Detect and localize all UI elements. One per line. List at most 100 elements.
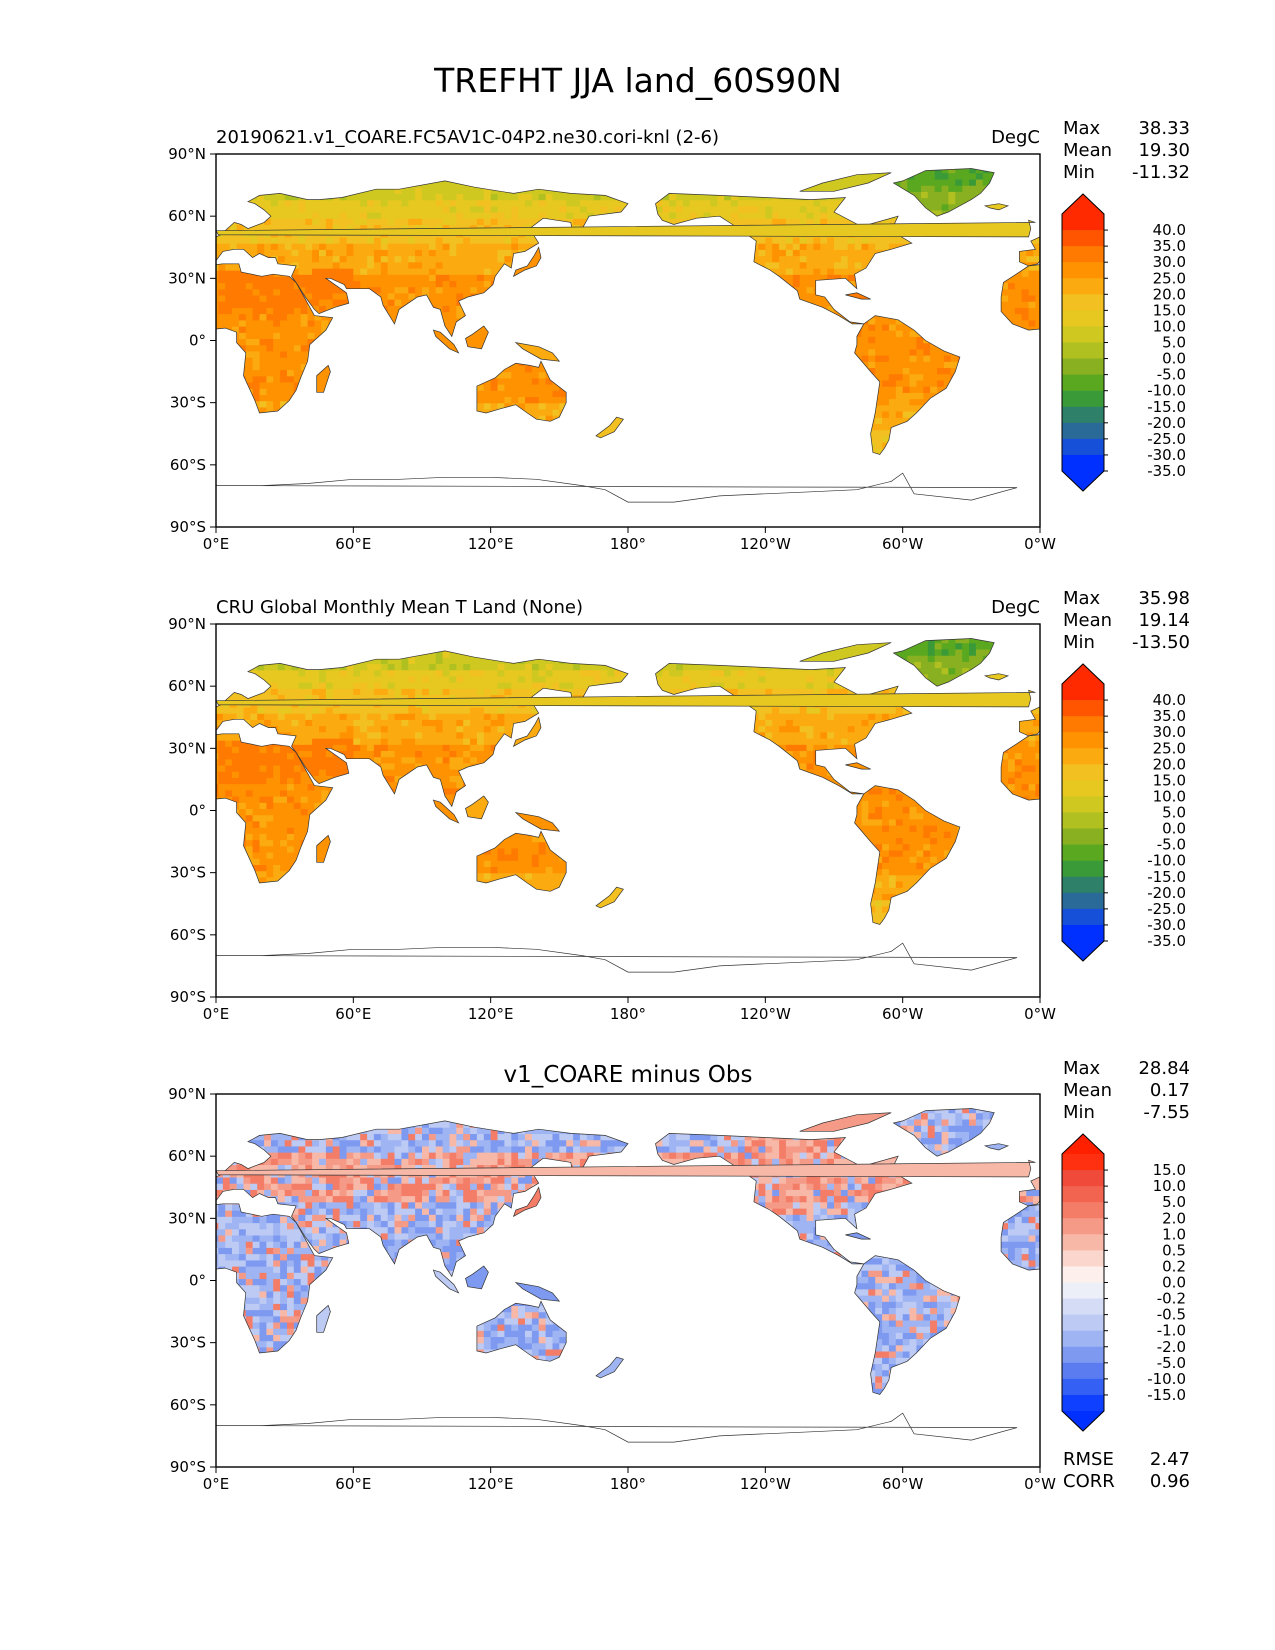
- colorbar-tick-label: -5.0: [1157, 1354, 1186, 1372]
- island-new-zealand: [595, 416, 624, 439]
- colorbar-bin: [1062, 406, 1104, 424]
- island-sumatra: [432, 799, 460, 824]
- colorbar-tick-label: -0.5: [1157, 1306, 1186, 1324]
- colorbar-bin: [1062, 1362, 1104, 1380]
- map-panel-1: 0°E 60°E 120°E 180° 120°W 60°W 0°W 90°N 60°N 30°N…: [168, 118, 1190, 553]
- units-label: DegC: [991, 597, 1040, 618]
- lat-tick-label: 30°N: [168, 739, 206, 757]
- lat-tick-label: 90°S: [170, 1458, 206, 1476]
- lon-tick-label: 60°W: [882, 1005, 924, 1023]
- colorbar-tick-label: 5.0: [1162, 1193, 1186, 1211]
- coastline-eurasia: [216, 180, 629, 338]
- stat-label: Max: [1063, 1058, 1101, 1079]
- stat-value: 38.33: [1138, 118, 1190, 139]
- colorbar-bin: [1062, 1186, 1104, 1203]
- colorbar-tick-label: 10.0: [1153, 787, 1186, 805]
- colorbar-tick-label: 10.0: [1153, 1177, 1186, 1195]
- colorbar-bin: [1062, 374, 1104, 392]
- colorbar-tick-label: 15.0: [1153, 301, 1186, 319]
- figure-title: TREFHT JJA land_60S90N: [433, 61, 842, 100]
- lat-tick-label: 60°N: [168, 207, 206, 225]
- colorbar-bin: [1062, 1330, 1104, 1348]
- island-arctic-islands: [799, 172, 892, 192]
- panel-title: 20190621.v1_COARE.FC5AV1C-04P2.ne30.cori…: [216, 127, 719, 148]
- lat-tick-label: 90°N: [168, 145, 206, 163]
- lat-tick-label: 60°N: [168, 677, 206, 695]
- colorbar-bin: [1062, 1394, 1104, 1412]
- colorbar-tick-label: -10.0: [1147, 852, 1186, 870]
- coastline-africa: [216, 263, 334, 414]
- colorbar-tick-label: 25.0: [1153, 739, 1186, 757]
- colorbar-tick-label: 0.2: [1162, 1257, 1186, 1275]
- colorbar-bin: [1062, 326, 1104, 343]
- colorbar-tick-label: 15.0: [1153, 1161, 1186, 1179]
- colorbar-tick-label: 40.0: [1153, 691, 1186, 709]
- colorbar-bin: [1062, 748, 1104, 765]
- colorbar-tick-label: 35.0: [1153, 237, 1186, 255]
- island-sumatra: [432, 1269, 460, 1294]
- colorbar-bin: [1062, 764, 1104, 781]
- coastline-greenland: [892, 1108, 995, 1157]
- stat-value: -7.55: [1143, 1102, 1190, 1123]
- colorbar-bin: [1062, 1282, 1104, 1300]
- colorbar-tick-label: 40.0: [1153, 221, 1186, 239]
- lat-tick-label: 60°N: [168, 1147, 206, 1165]
- colorbar-bin: [1062, 780, 1104, 797]
- colorbar-extend-bottom: [1062, 1411, 1104, 1431]
- lat-tick-label: 90°S: [170, 988, 206, 1006]
- lon-tick-label: 0°W: [1024, 535, 1056, 553]
- map-panel-3: 0°E 60°E 120°E 180° 120°W 60°W 0°W 90°N 60°N 30°N…: [168, 1058, 1190, 1493]
- colorbar-bin: [1062, 1314, 1104, 1332]
- lon-tick-label: 0°E: [203, 535, 230, 553]
- island-madagascar: [316, 1304, 331, 1333]
- lon-tick-label: 60°E: [335, 1005, 371, 1023]
- colorbar-tick-label: -30.0: [1147, 446, 1186, 464]
- coastline-antarctica-coast: [216, 1412, 1018, 1443]
- coastline-eurasia: [1019, 706, 1040, 737]
- island-cuba: [845, 762, 871, 770]
- colorbar-tick-label: -2.0: [1157, 1338, 1186, 1356]
- island-japan: [512, 246, 542, 278]
- lat-tick-label: 90°N: [168, 615, 206, 633]
- colorbar-bin: [1062, 1298, 1104, 1316]
- colorbar-bin: [1062, 892, 1104, 910]
- colorbar-tick-label: -5.0: [1157, 836, 1186, 854]
- metric-value: 2.47: [1150, 1449, 1190, 1470]
- colorbar-bin: [1062, 1154, 1104, 1171]
- stat-label: Min: [1063, 1102, 1095, 1123]
- lon-tick-label: 180°: [610, 1005, 646, 1023]
- panels: 0°E 60°E 120°E 180° 120°W 60°W 0°W 90°N 60°N 30°N…: [168, 118, 1190, 1493]
- coastline-south-america: [854, 315, 961, 455]
- lat-tick-label: 30°N: [168, 269, 206, 287]
- lon-tick-label: 120°W: [740, 535, 791, 553]
- lon-tick-label: 0°W: [1024, 1475, 1056, 1493]
- island-borneo: [465, 1265, 489, 1290]
- island-new-guinea: [514, 812, 561, 832]
- colorbar-tick-label: 10.0: [1153, 317, 1186, 335]
- colorbar-tick-label: 20.0: [1153, 285, 1186, 303]
- stat-label: Mean: [1063, 610, 1112, 631]
- colorbar-tick-label: -25.0: [1147, 900, 1186, 918]
- colorbar-bin: [1062, 278, 1104, 295]
- colorbar-tick-label: -20.0: [1147, 884, 1186, 902]
- lat-tick-label: 0°: [189, 1272, 206, 1290]
- colorbar-bin: [1062, 1266, 1104, 1283]
- lat-tick-label: 90°N: [168, 1085, 206, 1103]
- colorbar-tick-label: -10.0: [1147, 1370, 1186, 1388]
- lon-tick-label: 60°E: [335, 535, 371, 553]
- lon-tick-label: 180°: [610, 1475, 646, 1493]
- coastline-australia: [476, 360, 567, 422]
- lon-tick-label: 0°E: [203, 1475, 230, 1493]
- colorbar-tick-label: 15.0: [1153, 771, 1186, 789]
- colorbar-tick-label: -25.0: [1147, 430, 1186, 448]
- island-borneo: [465, 795, 489, 820]
- island-arctic-islands: [799, 642, 892, 662]
- colorbar-tick-label: -0.2: [1157, 1290, 1186, 1308]
- units-label: DegC: [991, 127, 1040, 148]
- lon-tick-label: 60°W: [882, 1475, 924, 1493]
- metric-label: CORR: [1063, 1471, 1115, 1492]
- colorbar-tick-label: -15.0: [1147, 1386, 1186, 1404]
- colorbar-bin: [1062, 390, 1104, 408]
- coastline-africa: [216, 1203, 334, 1354]
